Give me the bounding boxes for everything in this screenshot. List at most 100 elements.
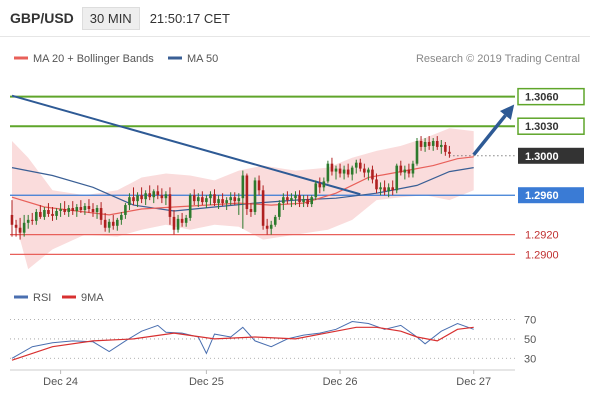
candle-body-44 bbox=[188, 195, 192, 218]
level-label-text-1.2960: 1.2960 bbox=[525, 190, 559, 202]
x-label-12: Dec 24 bbox=[43, 376, 78, 388]
candle-body-104 bbox=[431, 141, 435, 146]
candle-37 bbox=[160, 188, 164, 204]
candle-32 bbox=[140, 187, 143, 204]
timeframe-badge[interactable]: 30 MIN bbox=[81, 6, 140, 30]
candle-body-83 bbox=[346, 169, 350, 175]
candle-10 bbox=[51, 207, 54, 221]
candle-body-10 bbox=[51, 213, 54, 216]
candle-66 bbox=[278, 200, 281, 220]
candle-49 bbox=[209, 191, 212, 206]
candle-body-100 bbox=[415, 141, 419, 164]
header: GBP/USD 30 MIN 21:50:17 CET bbox=[0, 0, 590, 36]
candle-body-23 bbox=[103, 219, 107, 228]
candle-15 bbox=[71, 201, 75, 215]
candle-body-41 bbox=[176, 218, 180, 230]
candle-73 bbox=[306, 195, 309, 208]
credit-label: Research © 2019 Trading Central bbox=[416, 53, 580, 65]
candle-body-16 bbox=[75, 207, 79, 211]
candle-body-81 bbox=[338, 168, 342, 174]
legend-ma20-label: MA 20 + Bollinger Bands bbox=[33, 53, 154, 65]
candle-27 bbox=[120, 211, 123, 225]
level-label-1.3060: 1.3060 bbox=[517, 87, 585, 106]
rsi-panel: 30 50 70 bbox=[10, 315, 536, 365]
candle-body-60 bbox=[253, 180, 257, 212]
candle-body-75 bbox=[314, 183, 318, 198]
candle-body-3 bbox=[22, 222, 26, 233]
candle-body-67 bbox=[282, 197, 285, 204]
candle-body-64 bbox=[269, 224, 273, 229]
x-axis: Dec 24 Dec 25 Dec 26 Dec 27 bbox=[43, 370, 491, 388]
candle-29 bbox=[128, 193, 131, 210]
candle-102 bbox=[423, 138, 427, 152]
candle-body-69 bbox=[290, 198, 293, 201]
candle-body-8 bbox=[43, 210, 46, 217]
candle-24 bbox=[107, 218, 111, 233]
candle-body-48 bbox=[205, 198, 208, 203]
candle-79 bbox=[330, 157, 334, 176]
candle-96 bbox=[399, 160, 403, 176]
candle-20 bbox=[91, 203, 95, 217]
candle-body-57 bbox=[241, 175, 245, 199]
candle-93 bbox=[387, 183, 390, 198]
candle-body-26 bbox=[116, 219, 119, 226]
candle-46 bbox=[197, 193, 200, 208]
candle-100 bbox=[415, 138, 419, 166]
candle-16 bbox=[75, 204, 79, 217]
level-label-text-1.2900: 1.2900 bbox=[525, 249, 559, 261]
candle-body-89 bbox=[371, 169, 374, 180]
candle-84 bbox=[350, 165, 354, 181]
candle-105 bbox=[435, 136, 439, 150]
candle-body-86 bbox=[359, 162, 362, 169]
candle-body-18 bbox=[83, 206, 87, 210]
candle-30 bbox=[132, 187, 135, 206]
candle-108 bbox=[448, 145, 451, 158]
legend-ma9-label: 9MA bbox=[81, 292, 104, 304]
level-label-1.2920: 1.2920 bbox=[525, 230, 559, 242]
candle-65 bbox=[273, 214, 277, 227]
forecast-arrow-head bbox=[499, 104, 515, 120]
candle-body-43 bbox=[184, 217, 188, 223]
candle-body-1 bbox=[14, 224, 18, 228]
candle-body-51 bbox=[217, 199, 220, 204]
candle-body-96 bbox=[399, 165, 403, 173]
candle-22 bbox=[99, 202, 103, 225]
candle-body-71 bbox=[298, 195, 301, 203]
candle-35 bbox=[152, 189, 156, 204]
candle-61 bbox=[257, 175, 261, 196]
candle-body-36 bbox=[156, 191, 160, 196]
candle-body-63 bbox=[265, 225, 269, 229]
candle-body-93 bbox=[387, 187, 390, 192]
legend-ma50-label: MA 50 bbox=[187, 53, 218, 65]
candle-77 bbox=[322, 177, 326, 192]
candle-body-99 bbox=[411, 163, 415, 174]
candle-7 bbox=[39, 205, 42, 219]
candle-64 bbox=[269, 220, 273, 235]
candle-body-77 bbox=[322, 181, 326, 188]
candle-74 bbox=[310, 195, 313, 208]
candle-9 bbox=[47, 203, 50, 217]
candle-body-20 bbox=[91, 209, 95, 212]
candle-17 bbox=[79, 200, 83, 213]
candle-63 bbox=[265, 218, 269, 235]
candle-body-54 bbox=[229, 197, 232, 201]
candle-body-42 bbox=[180, 218, 184, 223]
candle-body-14 bbox=[67, 208, 70, 212]
candle-body-72 bbox=[302, 199, 305, 203]
candle-98 bbox=[407, 163, 411, 178]
candle-42 bbox=[180, 212, 184, 227]
candle-body-92 bbox=[383, 187, 386, 192]
candle-body-78 bbox=[326, 163, 330, 182]
instrument-label: GBP/USD bbox=[10, 10, 74, 26]
level-label-box-1.3030 bbox=[517, 117, 585, 135]
candle-107 bbox=[444, 141, 447, 156]
legend-rsi-label: RSI bbox=[33, 292, 51, 304]
candle-21 bbox=[95, 205, 99, 219]
candle-body-47 bbox=[201, 197, 204, 203]
level-label-box-1.3060 bbox=[517, 87, 585, 106]
candle-body-62 bbox=[261, 190, 265, 226]
candle-body-56 bbox=[237, 198, 241, 202]
level-label-text-1.3030: 1.3030 bbox=[525, 121, 559, 133]
candle-40 bbox=[172, 210, 176, 235]
